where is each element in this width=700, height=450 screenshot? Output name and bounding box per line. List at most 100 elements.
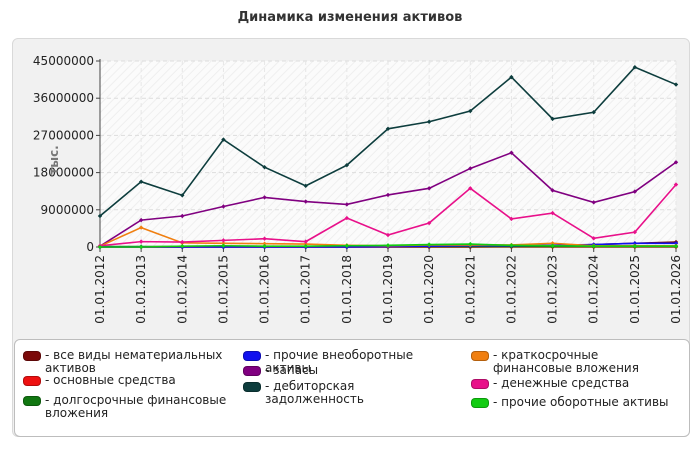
x-tick-label: 01.01.2024 bbox=[587, 255, 601, 324]
series-5 bbox=[97, 65, 679, 219]
y-tick-label: 9000000 bbox=[41, 203, 94, 217]
x-tick-label: 01.01.2022 bbox=[504, 255, 518, 324]
data-point bbox=[426, 220, 432, 226]
y-tick-label: 36000000 bbox=[33, 91, 94, 105]
data-point bbox=[180, 239, 185, 245]
data-point bbox=[468, 108, 473, 114]
data-point bbox=[262, 241, 267, 246]
data-point bbox=[550, 241, 555, 246]
data-point bbox=[221, 238, 226, 243]
data-point bbox=[138, 244, 144, 250]
x-tick-label: 01.01.2015 bbox=[216, 255, 230, 324]
series-8 bbox=[97, 241, 679, 250]
data-point bbox=[591, 200, 596, 205]
x-tick-label: 01.01.2012 bbox=[93, 255, 107, 324]
legend-label: - запасы bbox=[265, 363, 319, 377]
data-point bbox=[673, 82, 679, 87]
data-point bbox=[180, 243, 185, 249]
data-point bbox=[138, 179, 144, 184]
data-point bbox=[632, 243, 638, 249]
x-tick-label: 01.01.2019 bbox=[381, 255, 395, 324]
y-tick-label: 0 bbox=[86, 240, 94, 254]
x-tick-label: 01.01.2026 bbox=[669, 255, 683, 324]
data-point bbox=[303, 243, 308, 249]
data-point bbox=[303, 239, 308, 244]
data-point bbox=[344, 162, 350, 168]
y-tick-label: 45000000 bbox=[33, 54, 94, 68]
data-point bbox=[180, 213, 185, 219]
data-point bbox=[632, 65, 638, 70]
y-axis-label: тыс. bbox=[47, 145, 61, 174]
data-point bbox=[262, 195, 267, 200]
legend-swatch bbox=[243, 366, 261, 376]
data-point bbox=[591, 243, 596, 249]
data-point bbox=[138, 239, 144, 244]
data-point bbox=[632, 189, 638, 194]
data-point bbox=[385, 232, 391, 238]
y-tick-label: 27000000 bbox=[33, 128, 94, 142]
legend-swatch bbox=[471, 398, 489, 408]
legend-label: - все виды нематериальных активов bbox=[45, 348, 223, 375]
data-point bbox=[97, 244, 103, 250]
data-point bbox=[509, 150, 514, 155]
legend: - все виды нематериальных активов - прочи… bbox=[14, 339, 690, 437]
data-point bbox=[468, 166, 473, 171]
data-point bbox=[97, 213, 103, 219]
data-point bbox=[550, 188, 555, 193]
data-point bbox=[426, 119, 432, 124]
x-tick-label: 01.01.2017 bbox=[299, 255, 313, 324]
data-point bbox=[262, 165, 267, 170]
data-point bbox=[221, 204, 226, 209]
data-point bbox=[344, 215, 350, 221]
legend-item: - все виды нематериальных активов bbox=[23, 349, 230, 375]
data-point bbox=[385, 192, 391, 198]
data-point bbox=[632, 229, 638, 235]
legend-label: - денежные средства bbox=[493, 376, 630, 390]
data-point bbox=[221, 243, 226, 248]
data-point bbox=[344, 202, 350, 207]
legend-item: - прочие оборотные активы bbox=[471, 396, 678, 409]
legend-item: - долгосрочные финансовые вложения bbox=[23, 394, 230, 420]
data-point bbox=[385, 243, 391, 248]
legend-item: - основные средства bbox=[23, 374, 230, 387]
data-point bbox=[550, 243, 555, 248]
data-point bbox=[303, 199, 308, 204]
data-point bbox=[509, 243, 514, 248]
data-point bbox=[262, 243, 267, 249]
data-point bbox=[673, 241, 679, 246]
data-point bbox=[221, 137, 226, 142]
data-point bbox=[591, 236, 596, 241]
data-point bbox=[221, 241, 226, 246]
data-point bbox=[550, 210, 555, 216]
legend-swatch bbox=[23, 396, 41, 406]
data-point bbox=[673, 160, 679, 165]
x-tick-label: 01.01.2025 bbox=[628, 255, 642, 324]
data-point bbox=[673, 182, 679, 187]
legend-label: - основные средства bbox=[45, 373, 176, 387]
x-tick-label: 01.01.2018 bbox=[340, 255, 354, 324]
legend-label: - краткосрочные финансовые вложения bbox=[493, 348, 639, 375]
data-point bbox=[509, 216, 514, 222]
x-tick-label: 01.01.2021 bbox=[463, 255, 477, 324]
data-point bbox=[591, 110, 596, 115]
legend-label: - прочие оборотные активы bbox=[493, 395, 669, 409]
legend-label: - долгосрочные финансовые вложения bbox=[45, 393, 227, 420]
legend-swatch bbox=[243, 351, 261, 361]
data-point bbox=[673, 243, 679, 249]
data-point bbox=[138, 217, 144, 223]
data-point bbox=[426, 242, 432, 247]
x-tick-label: 01.01.2016 bbox=[258, 255, 272, 324]
legend-item: - прочие внеоборотные активы bbox=[243, 349, 450, 375]
data-point bbox=[344, 243, 350, 248]
legend-swatch bbox=[471, 351, 489, 361]
chart-title: Динамика изменения активов bbox=[237, 10, 463, 25]
data-point bbox=[303, 183, 308, 189]
x-tick-label: 01.01.2023 bbox=[546, 255, 560, 324]
legend-swatch bbox=[243, 382, 261, 392]
legend-label: - дебиторская задолженность bbox=[265, 379, 364, 406]
x-tick-label: 01.01.2020 bbox=[422, 255, 436, 324]
data-point bbox=[426, 186, 432, 191]
data-point bbox=[550, 116, 555, 122]
legend-swatch bbox=[471, 379, 489, 389]
